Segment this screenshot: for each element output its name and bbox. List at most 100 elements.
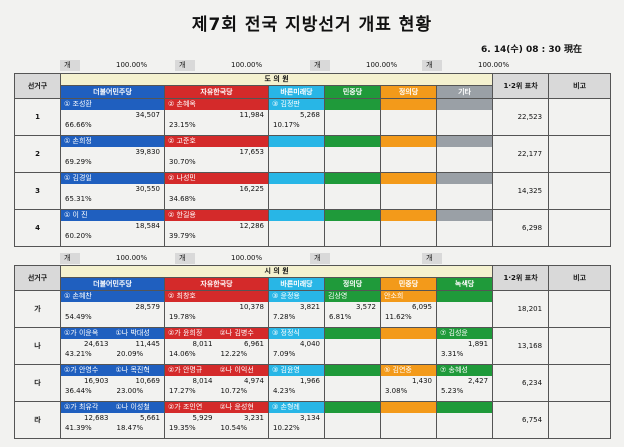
vote-share: 19.78% bbox=[169, 313, 196, 321]
candidate-name bbox=[269, 210, 324, 221]
candidate-name bbox=[437, 291, 492, 302]
vote-share: 14.06% bbox=[169, 350, 196, 358]
candidate-name bbox=[381, 328, 436, 339]
party-header: 자유한국당 bbox=[164, 277, 269, 291]
gap-cell: 22,177 bbox=[492, 135, 550, 173]
table-header-row: 선거구 시 의 원 1·2위 표차 비고 bbox=[14, 265, 612, 291]
vote-share bbox=[438, 194, 492, 204]
candidate-cell bbox=[268, 135, 325, 173]
vote-share bbox=[326, 157, 380, 167]
vote-share: 23.15% bbox=[169, 121, 196, 129]
vote-count: 24,613 bbox=[84, 340, 109, 348]
vote-count: 10,669 bbox=[135, 377, 161, 385]
count-rate-label: 개표율(라) bbox=[422, 253, 442, 295]
note-cell bbox=[548, 98, 612, 136]
candidate-cell: ① 조성환 34,507 66.66% bbox=[60, 98, 165, 136]
table-row: 나 ①가 이윤옥 24,613 43.21% ①나 박대성 11,445 20.09% ②가 … bbox=[14, 327, 612, 365]
candidate-name bbox=[325, 136, 380, 147]
vote-count bbox=[382, 184, 436, 194]
count-rate-label: 개표율(나) bbox=[175, 253, 195, 295]
candidate-cell bbox=[435, 401, 494, 439]
candidate-cell: ③ 김윤영 1,966 4.23% bbox=[268, 364, 325, 402]
candidate-name: ②나 김병수 bbox=[216, 328, 268, 339]
candidate-cell: ① 손희정 39,830 69.29% bbox=[60, 135, 165, 173]
vote-count: 2,427 bbox=[468, 377, 489, 385]
gap-cell: 6,298 bbox=[492, 209, 550, 247]
candidate-name: ② 한길용 bbox=[165, 210, 268, 221]
vote-count: 3,572 bbox=[355, 303, 376, 311]
count-rate-label: 개표율(다) bbox=[310, 60, 330, 102]
candidate-cell bbox=[435, 98, 494, 136]
party-header: 바른미래당 bbox=[268, 277, 325, 291]
candidate-name: ① 손희정 bbox=[61, 136, 164, 147]
candidate-sub: ②나 윤성현 3,231 10.54% bbox=[216, 402, 268, 434]
candidate-pair: ①가 안영수 16,903 36.44% ①나 목진혁 10,669 23.00% bbox=[61, 365, 164, 397]
candidate-cell bbox=[268, 172, 325, 210]
party-header: 기타 bbox=[435, 85, 494, 99]
vote-share bbox=[438, 157, 492, 167]
district-cell: 4 bbox=[14, 209, 61, 247]
vote-share bbox=[270, 157, 324, 167]
candidate-cell bbox=[435, 135, 494, 173]
vote-share bbox=[382, 349, 436, 359]
vote-count: 8,014 bbox=[192, 377, 213, 385]
candidate-cell bbox=[435, 209, 494, 247]
count-rate-label: 개표율(가) bbox=[60, 60, 80, 102]
city-council-table: 선거구 시 의 원 1·2위 표차 비고 더불어민주당 자유한국당 바른미래당 정의당 민중당 녹… bbox=[14, 265, 612, 439]
vote-count: 1,430 bbox=[411, 377, 432, 385]
candidate-name: ③ 김윤영 bbox=[269, 365, 324, 376]
candidate-sub: ①가 최유각 12,683 41.39% bbox=[61, 402, 113, 434]
candidate-name: ② 고준호 bbox=[165, 136, 268, 147]
vote-count: 30,550 bbox=[135, 185, 161, 193]
candidate-cell bbox=[324, 209, 381, 247]
vote-share: 7.28% bbox=[273, 313, 296, 321]
candidate-cell: ③ 김정판 5,268 10.17% bbox=[268, 98, 325, 136]
candidate-name bbox=[437, 136, 492, 147]
vote-count: 11,445 bbox=[135, 340, 161, 348]
candidate-name: ③ 정정식 bbox=[269, 328, 324, 339]
vote-share: 6.81% bbox=[329, 313, 352, 321]
note-header: 비고 bbox=[548, 73, 612, 99]
vote-share: 20.09% bbox=[116, 350, 144, 358]
candidate-cell bbox=[324, 98, 381, 136]
vote-count: 6,095 bbox=[411, 303, 432, 311]
vote-share: 10.54% bbox=[220, 424, 248, 432]
candidate-sub: ②가 윤희정 8,011 14.06% bbox=[165, 328, 217, 360]
candidate-cell: ② 고준호 17,653 30.70% bbox=[164, 135, 269, 173]
gap-header: 1·2위 표차 bbox=[492, 73, 550, 99]
vote-share bbox=[382, 423, 436, 433]
vote-count bbox=[438, 221, 492, 231]
candidate-name: ③ 윤정용 bbox=[269, 291, 324, 302]
candidate-cell bbox=[380, 209, 437, 247]
vote-count: 3,821 bbox=[299, 303, 320, 311]
vote-count: 5,929 bbox=[192, 414, 213, 422]
provincial-council-table: 선거구 도 의 원 1·2위 표차 비고 더불어민주당 자유한국당 바른미래당 민중당 정의당 기… bbox=[14, 73, 612, 247]
candidate-name bbox=[269, 173, 324, 184]
district-cell: 가 bbox=[14, 290, 61, 328]
candidate-cell bbox=[435, 290, 494, 328]
party-header: 더불어민주당 bbox=[60, 85, 165, 99]
candidate-cell bbox=[324, 364, 381, 402]
vote-count: 3,231 bbox=[243, 414, 264, 422]
vote-share bbox=[382, 194, 436, 204]
candidate-name: 안소희 bbox=[381, 291, 436, 302]
candidate-name bbox=[325, 210, 380, 221]
count-rate-label: 개표율(가) bbox=[60, 253, 80, 295]
candidate-name: ①나 박대성 bbox=[112, 328, 164, 339]
party-header: 자유한국당 bbox=[164, 85, 269, 99]
candidate-cell: 김상영 3,572 6.81% bbox=[324, 290, 381, 328]
vote-count bbox=[438, 413, 492, 423]
vote-count: 3,134 bbox=[299, 414, 320, 422]
note-cell bbox=[548, 135, 612, 173]
candidate-cell bbox=[380, 327, 437, 365]
candidate-sub: ②나 김병수 6,961 12.22% bbox=[216, 328, 268, 360]
gap-cell: 22,523 bbox=[492, 98, 550, 136]
party-header-row: 더불어민주당 자유한국당 바른미래당 민중당 정의당 기타 bbox=[15, 85, 611, 99]
vote-count: 5,268 bbox=[299, 111, 320, 119]
gap-cell: 6,754 bbox=[492, 401, 550, 439]
candidate-name bbox=[381, 402, 436, 413]
